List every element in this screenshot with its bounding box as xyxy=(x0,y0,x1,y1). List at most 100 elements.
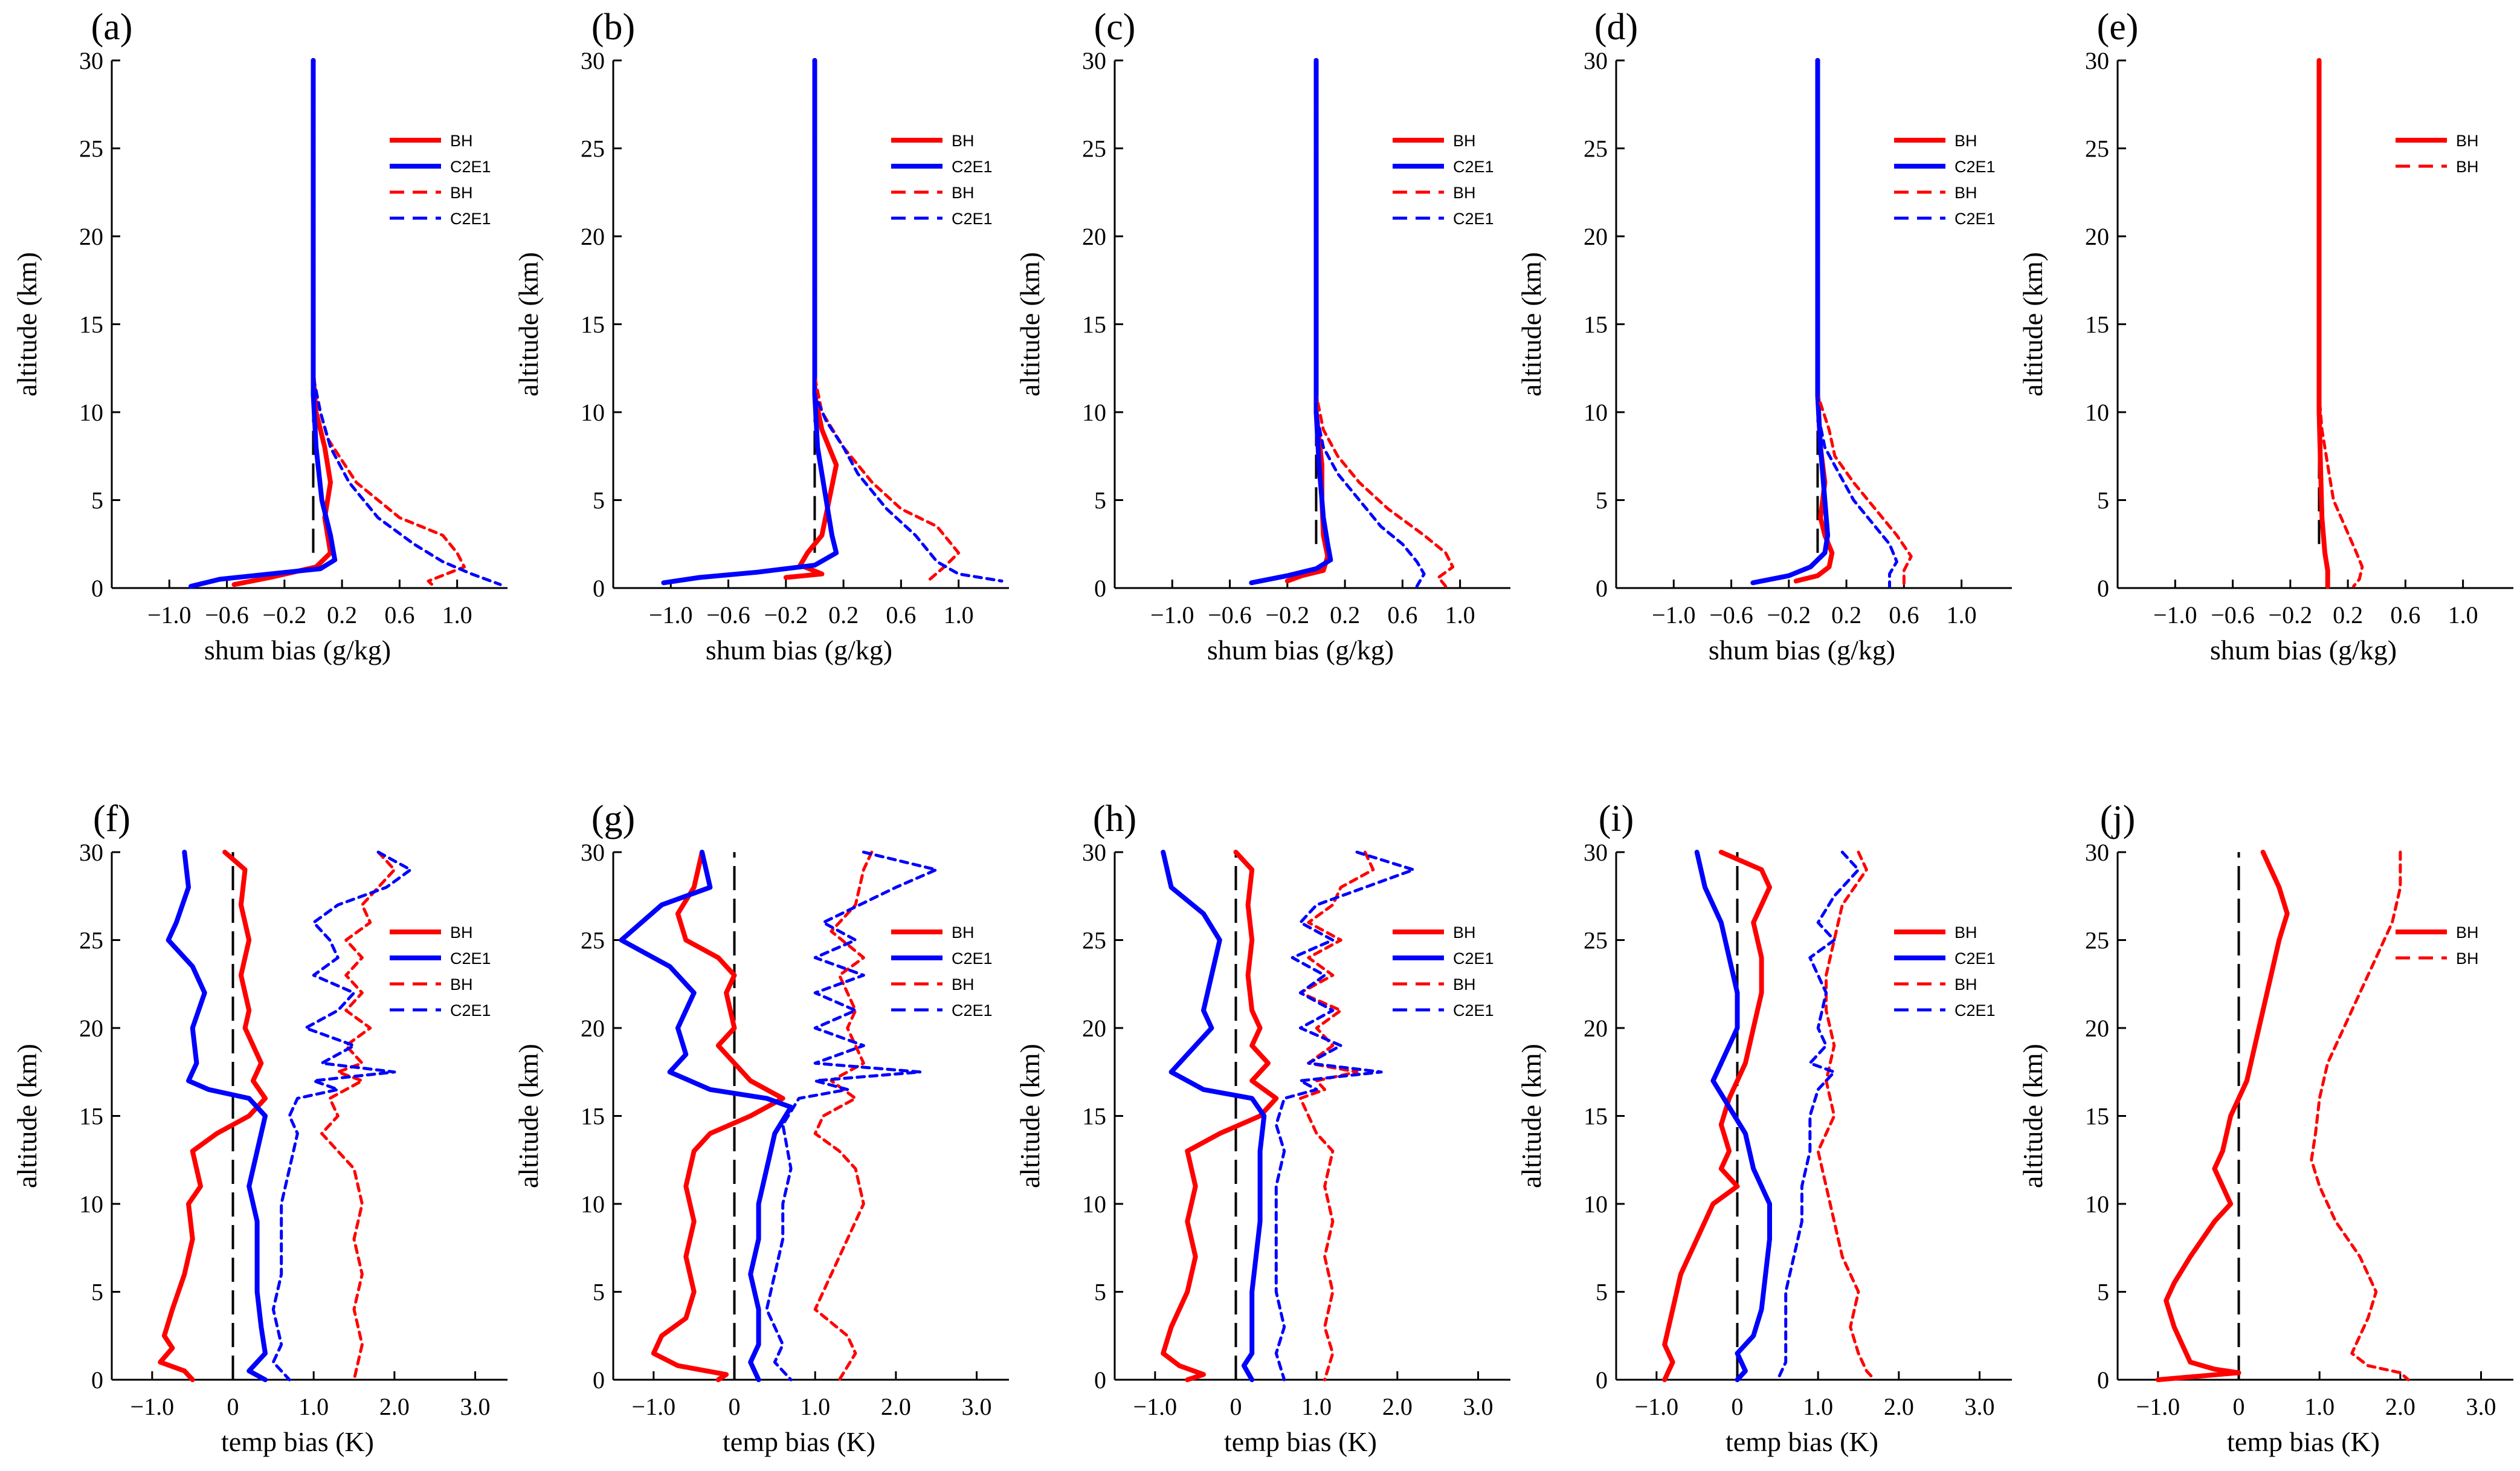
legend-label: BH xyxy=(2456,949,2479,968)
x-axis-title: temp bias (K) xyxy=(1224,1426,1377,1457)
panel-label: (b) xyxy=(591,7,635,48)
y-axis-title: altitude (km) xyxy=(11,252,42,396)
legend-label: C2E1 xyxy=(952,949,993,968)
y-axis-title: altitude (km) xyxy=(513,252,544,396)
series-line-bh-solid xyxy=(651,850,785,1382)
legend-label: C2E1 xyxy=(1453,1001,1494,1020)
y-tick-label: 30 xyxy=(581,839,605,866)
y-tick-label: 5 xyxy=(1094,487,1106,514)
legend-label: BH xyxy=(2456,158,2479,176)
series-line-c2e1-dashed xyxy=(1776,850,1860,1382)
x-tick-label: 3.0 xyxy=(2466,1393,2496,1420)
y-tick-label: 5 xyxy=(1596,487,1608,514)
x-tick-label: −0.6 xyxy=(205,601,249,629)
x-axis-title: temp bias (K) xyxy=(723,1426,875,1457)
legend-label: BH xyxy=(1954,923,1977,942)
x-axis-title: shum bias (g/kg) xyxy=(706,635,892,665)
legend-label: BH xyxy=(1453,184,1476,202)
series-line-bh-dashed xyxy=(1816,850,1877,1382)
legend-label: C2E1 xyxy=(1954,949,1996,968)
y-tick-label: 20 xyxy=(2085,223,2109,250)
x-tick-label: −0.2 xyxy=(263,601,307,629)
series-line-c2e1-dashed xyxy=(312,59,502,586)
legend-label: C2E1 xyxy=(450,1001,491,1020)
x-tick-label: −0.6 xyxy=(1709,601,1753,629)
y-tick-label: 0 xyxy=(1094,1366,1106,1394)
series-line-bh-solid xyxy=(231,58,333,587)
x-tick-label: −0.6 xyxy=(1208,601,1252,629)
series-line-bh-dashed xyxy=(1315,59,1455,588)
y-tick-label: 15 xyxy=(581,311,605,338)
y-tick-label: 30 xyxy=(79,47,103,74)
x-tick-label: −1.0 xyxy=(147,601,192,629)
y-tick-label: 5 xyxy=(1596,1279,1608,1306)
legend-label: BH xyxy=(450,923,473,942)
y-tick-label: 10 xyxy=(1082,399,1106,426)
x-tick-label: −1.0 xyxy=(1652,601,1696,629)
y-tick-label: 20 xyxy=(1584,223,1608,250)
x-tick-label: 2.0 xyxy=(1382,1393,1413,1420)
x-tick-label: 2.0 xyxy=(1884,1393,1914,1420)
panel-b: (b) 0 5 10 15 20 25 30 −1.0 −0.6 −0.2 0.2 0.6 1.0 shum… xyxy=(513,7,1009,665)
legend-label: C2E1 xyxy=(952,158,993,176)
legend-label: BH xyxy=(450,975,473,994)
x-tick-label: −1.0 xyxy=(1150,601,1194,629)
series-line-bh-dashed xyxy=(312,59,466,590)
y-tick-label: 25 xyxy=(1584,135,1608,163)
x-tick-label: 0 xyxy=(2233,1393,2245,1420)
series-line-c2e1-dashed xyxy=(1315,59,1426,588)
panel-label: (h) xyxy=(1093,798,1136,839)
x-tick-label: 1.0 xyxy=(298,1393,329,1420)
y-tick-label: 25 xyxy=(1584,927,1608,954)
legend-label: C2E1 xyxy=(1954,158,1996,176)
legend-label: BH xyxy=(1453,975,1476,994)
legend-label: BH xyxy=(952,975,975,994)
y-tick-label: 20 xyxy=(581,1015,605,1042)
x-tick-label: 0.2 xyxy=(1831,601,1861,629)
y-tick-label: 20 xyxy=(1082,1015,1106,1042)
y-tick-label: 10 xyxy=(581,1191,605,1218)
x-axis-title: temp bias (K) xyxy=(221,1426,374,1457)
panel-g: (g) 0 5 10 15 20 25 30 −1.0 0 1.0 2.0 3.0 temp bias (… xyxy=(513,798,1009,1457)
y-tick-label: 10 xyxy=(581,399,605,426)
y-tick-label: 5 xyxy=(593,1279,605,1306)
x-tick-label: 0.6 xyxy=(2390,601,2420,629)
panel-label: (d) xyxy=(1594,7,1638,48)
panel-h: (h) 0 5 10 15 20 25 30 −1.0 0 1.0 2.0 3.0 temp bias (… xyxy=(1014,798,1510,1457)
y-tick-label: 15 xyxy=(2085,1103,2109,1130)
legend-label: C2E1 xyxy=(450,210,491,228)
series-line-c2e1-dashed xyxy=(1816,59,1898,588)
x-tick-label: 0 xyxy=(1230,1393,1242,1420)
y-tick-label: 30 xyxy=(1584,839,1608,866)
y-axis-title: altitude (km) xyxy=(2017,252,2048,396)
panel-label: (j) xyxy=(2100,798,2136,839)
y-axis-title: altitude (km) xyxy=(1516,1044,1547,1188)
legend-label: C2E1 xyxy=(1954,210,1996,228)
y-tick-label: 15 xyxy=(2085,311,2109,338)
y-tick-label: 25 xyxy=(79,927,103,954)
y-tick-label: 20 xyxy=(79,1015,103,1042)
y-tick-label: 30 xyxy=(79,839,103,866)
y-tick-label: 15 xyxy=(1584,1103,1608,1130)
series-line-c2e1-solid xyxy=(661,58,839,586)
y-tick-label: 20 xyxy=(79,223,103,250)
x-tick-label: 1.0 xyxy=(2448,601,2478,629)
x-tick-label: −0.6 xyxy=(706,601,750,629)
y-tick-label: 30 xyxy=(2085,839,2109,866)
x-axis-title: shum bias (g/kg) xyxy=(204,635,391,665)
legend-label: C2E1 xyxy=(952,210,993,228)
legend-label: BH xyxy=(952,184,975,202)
x-tick-label: −1.0 xyxy=(632,1393,676,1420)
legend-label: BH xyxy=(1954,975,1977,994)
series-line-bh-dashed xyxy=(1816,59,1913,588)
y-tick-label: 5 xyxy=(2097,1279,2109,1306)
x-axis-title: temp bias (K) xyxy=(1726,1426,1878,1457)
legend-label: BH xyxy=(450,132,473,150)
y-tick-label: 5 xyxy=(91,487,103,514)
y-tick-label: 30 xyxy=(2085,47,2109,74)
legend-label: BH xyxy=(1954,184,1977,202)
y-tick-label: 30 xyxy=(1082,839,1106,866)
x-tick-label: 0.6 xyxy=(1889,601,1919,629)
panel-i: (i) 0 5 10 15 20 25 30 −1.0 0 1.0 2.0 3.0 temp bias (… xyxy=(1516,798,2012,1457)
x-axis-title: shum bias (g/kg) xyxy=(1709,635,1895,665)
